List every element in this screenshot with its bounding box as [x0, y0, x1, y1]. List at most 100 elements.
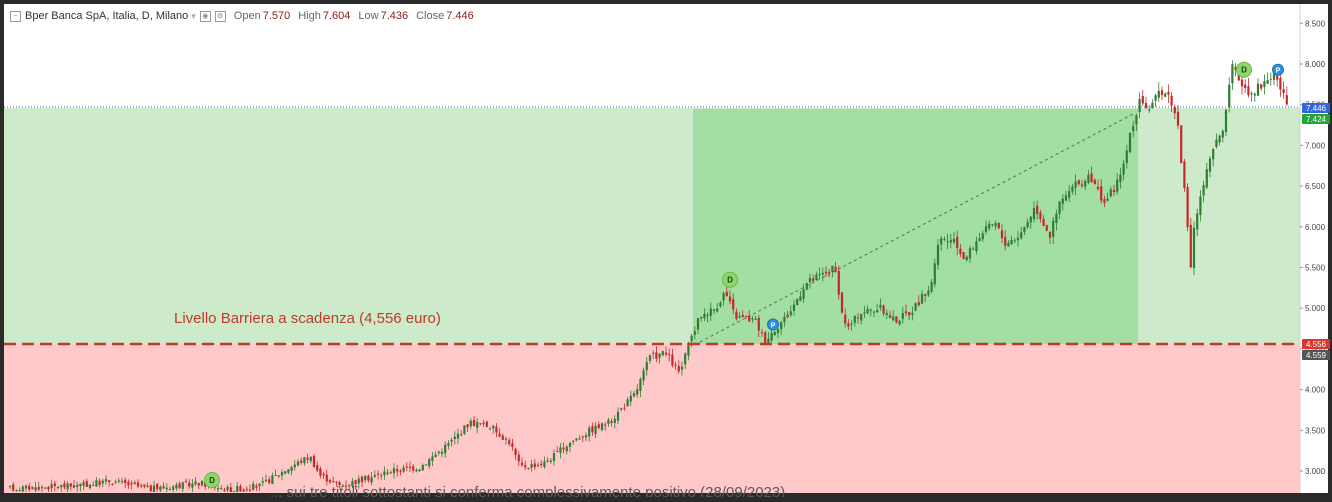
candle-body [204, 481, 207, 487]
candle-body [428, 459, 431, 467]
candle-body [975, 241, 978, 252]
candle-body [904, 311, 908, 314]
split-marker[interactable] [767, 318, 779, 331]
candle-body [322, 473, 325, 476]
candle-body [111, 483, 114, 485]
candle-body [991, 224, 994, 226]
price-axis[interactable] [1300, 4, 1328, 493]
candle-body [799, 296, 802, 301]
candle-body [517, 454, 520, 462]
candle-body [853, 316, 856, 323]
candle-body [1141, 96, 1144, 104]
candle-body [165, 487, 168, 490]
candle-body [959, 248, 962, 254]
candle-body [533, 463, 536, 468]
axis-tick-label: 3.500 [1305, 426, 1326, 435]
candle-body [888, 315, 892, 318]
candle-body [492, 425, 495, 429]
candle-body [360, 476, 364, 482]
candle-body [60, 485, 63, 488]
symbol-title[interactable]: Bper Banca SpA, Italia, D, Milano [25, 10, 189, 22]
candle-body [828, 271, 831, 274]
candle-body [1224, 109, 1228, 132]
candle-body [1250, 93, 1253, 95]
candle-body [556, 451, 559, 453]
candle-body [1202, 185, 1205, 196]
candle-body [844, 314, 847, 324]
candle-body [1285, 95, 1288, 105]
candle-body [956, 236, 959, 249]
candle-body [469, 420, 472, 427]
candle-body [1260, 84, 1263, 89]
candle-body [524, 465, 527, 468]
dividend-marker[interactable] [204, 472, 220, 488]
candle-body [392, 468, 396, 474]
candle-body [1208, 158, 1212, 172]
candle-body [933, 263, 936, 285]
candle-body [184, 481, 188, 483]
candle-body [546, 460, 549, 462]
loss-zone [4, 344, 1300, 493]
candle-body [130, 482, 133, 485]
candle-body [588, 427, 591, 437]
candle-body [514, 448, 517, 456]
candle-body [63, 483, 66, 488]
candle-body [245, 489, 248, 491]
candle-body [1180, 125, 1183, 164]
candle-body [671, 354, 674, 366]
candle-body [152, 485, 156, 492]
candle-body [1176, 111, 1180, 126]
candle-body [18, 490, 21, 492]
candle-body [773, 331, 776, 336]
candle-body [856, 317, 860, 319]
candle-body [597, 424, 600, 429]
candle-body [444, 444, 447, 454]
candle-body [623, 407, 626, 409]
candle-body [722, 293, 725, 301]
candle-body [712, 309, 716, 311]
dividend-marker[interactable] [1236, 61, 1252, 78]
candle-body [680, 366, 684, 370]
candle-body [101, 480, 104, 484]
candle-body [357, 478, 360, 484]
candle-body [232, 491, 236, 492]
candle-body [1266, 80, 1269, 84]
event-markers: D D P D P [204, 61, 1284, 488]
candle-body [386, 472, 389, 475]
dividend-marker[interactable] [722, 271, 738, 288]
eye-icon[interactable]: ◉ [199, 10, 211, 22]
settings-icon[interactable]: ⚙ [214, 10, 226, 22]
candle-body [463, 425, 466, 434]
candle-body [530, 464, 533, 468]
candle-body [920, 294, 924, 304]
candle-body [988, 223, 991, 229]
candle-body [31, 486, 34, 489]
candle-body [581, 436, 584, 438]
candle-body [476, 421, 479, 428]
candle-body [1039, 212, 1042, 220]
candle-body [383, 471, 386, 476]
badge-barrier: 4.556 [1302, 339, 1330, 349]
candle-body [85, 481, 88, 488]
trend-line[interactable] [699, 112, 1136, 343]
candle-body [127, 481, 130, 486]
candle-body [146, 485, 149, 488]
candle-body [792, 304, 796, 311]
candle-body [690, 335, 693, 342]
candle-body [568, 442, 572, 447]
axis-tick-label: 3.000 [1305, 467, 1326, 476]
collapse-icon[interactable]: − [10, 10, 21, 22]
candle-body [1205, 169, 1208, 188]
split-marker[interactable] [1272, 63, 1284, 76]
candle-body [876, 310, 879, 313]
chevron-down-icon[interactable]: ▾ [191, 10, 196, 21]
candle-body [1160, 90, 1164, 96]
candle-body [709, 308, 712, 316]
candle-body [716, 308, 719, 312]
candle-body [82, 482, 85, 486]
candle-body [1087, 174, 1090, 183]
candle-body [728, 296, 732, 302]
candle-body [604, 424, 607, 426]
candle-body [1167, 91, 1170, 95]
